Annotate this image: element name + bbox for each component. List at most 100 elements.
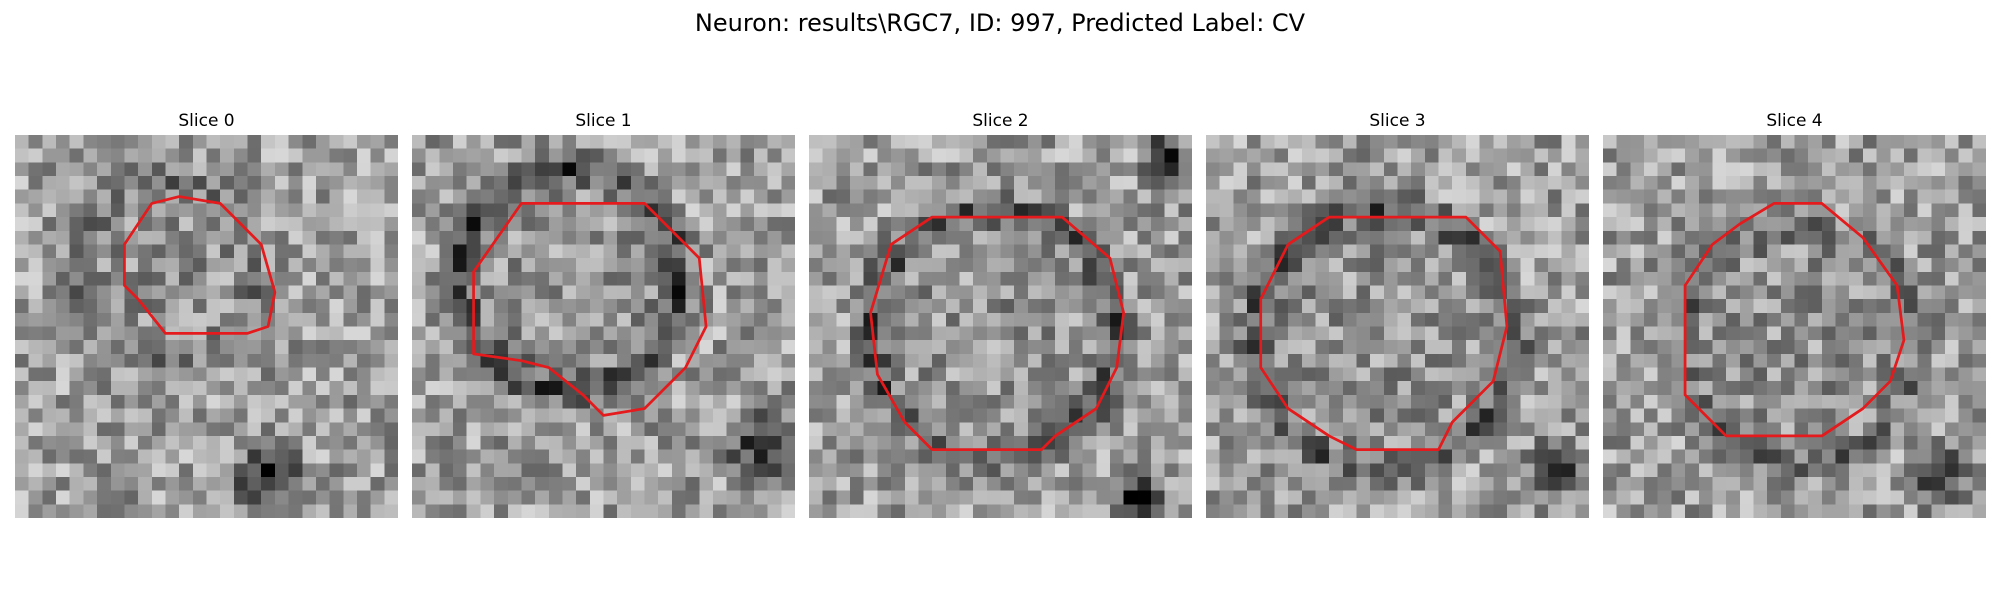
pixel <box>1685 353 1700 368</box>
pixel <box>83 449 98 464</box>
pixel <box>836 285 851 300</box>
pixel <box>644 162 659 177</box>
pixel <box>1233 285 1248 300</box>
pixel <box>1438 353 1453 368</box>
pixel <box>179 258 194 273</box>
pixel <box>1041 258 1056 273</box>
pixel <box>1520 285 1535 300</box>
pixel <box>973 476 988 491</box>
pixel <box>1315 312 1330 327</box>
pixel <box>356 367 371 382</box>
pixel <box>1206 148 1220 163</box>
pixel <box>1561 408 1576 423</box>
pixel <box>945 189 960 204</box>
pixel <box>1027 299 1042 314</box>
pixel <box>1890 148 1905 163</box>
pixel <box>1849 203 1864 218</box>
pixel <box>151 422 166 437</box>
pixel <box>1931 148 1946 163</box>
pixel <box>1753 189 1768 204</box>
pixel <box>1397 463 1412 478</box>
pixel <box>56 230 70 245</box>
pixel <box>1150 353 1165 368</box>
pixel <box>439 504 454 518</box>
pixel <box>1274 162 1289 177</box>
pixel <box>1219 422 1234 437</box>
pixel <box>1958 203 1973 218</box>
pixel <box>69 244 84 259</box>
pixel <box>1342 422 1357 437</box>
pixel <box>1260 285 1275 300</box>
pixel <box>343 176 358 190</box>
pixel <box>671 353 686 368</box>
pixel <box>179 244 194 259</box>
pixel <box>83 463 98 478</box>
pixel <box>1342 258 1357 273</box>
pixel <box>425 408 440 423</box>
pixel <box>1575 203 1589 218</box>
pixel <box>1315 271 1330 286</box>
pixel <box>891 449 906 464</box>
pixel <box>1411 367 1426 382</box>
pixel <box>1123 285 1138 300</box>
pixel <box>453 490 467 505</box>
pixel <box>904 367 919 382</box>
pixel <box>179 176 194 190</box>
pixel <box>288 408 303 423</box>
pixel <box>1178 381 1192 396</box>
pixel <box>453 504 467 518</box>
pixel <box>370 312 385 327</box>
pixel <box>302 367 317 382</box>
pixel <box>1178 463 1192 478</box>
pixel <box>370 353 385 368</box>
pixel <box>1109 490 1124 505</box>
pixel <box>1698 299 1713 314</box>
pixel <box>891 476 906 491</box>
pixel <box>850 422 864 437</box>
pixel <box>753 258 768 273</box>
pixel <box>83 394 98 409</box>
pixel <box>1958 176 1973 190</box>
pixel <box>110 258 125 273</box>
pixel <box>1219 312 1234 327</box>
pixel <box>507 381 522 396</box>
pixel <box>850 285 864 300</box>
pixel <box>603 299 618 314</box>
pixel <box>1452 490 1467 505</box>
pixel <box>480 435 495 450</box>
pixel <box>986 381 1001 396</box>
pixel <box>753 367 768 382</box>
pixel <box>822 189 837 204</box>
pixel <box>658 463 673 478</box>
pixel <box>315 258 330 273</box>
pixel <box>1794 271 1809 286</box>
pixel <box>315 422 330 437</box>
pixel <box>986 299 1001 314</box>
pixel <box>247 299 262 314</box>
pixel <box>1767 244 1782 259</box>
pixel <box>630 285 645 300</box>
pixel <box>1247 135 1261 149</box>
pixel <box>1397 504 1412 518</box>
pixel <box>28 408 43 423</box>
pixel <box>1712 203 1727 218</box>
pixel <box>1424 162 1439 177</box>
pixel <box>412 449 426 464</box>
pixel <box>1534 244 1549 259</box>
pixel <box>589 367 604 382</box>
pixel <box>1123 148 1138 163</box>
pixel <box>850 312 864 327</box>
pixel <box>630 230 645 245</box>
pixel <box>302 463 317 478</box>
pixel <box>1657 381 1672 396</box>
pixel <box>315 408 330 423</box>
pixel <box>973 326 988 341</box>
pixel <box>1753 476 1768 491</box>
pixel <box>274 203 289 218</box>
pixel <box>1096 340 1111 355</box>
pixel <box>658 326 673 341</box>
pixel <box>151 244 166 259</box>
pixel <box>548 230 563 245</box>
pixel <box>1849 176 1864 190</box>
pixel <box>97 490 112 505</box>
